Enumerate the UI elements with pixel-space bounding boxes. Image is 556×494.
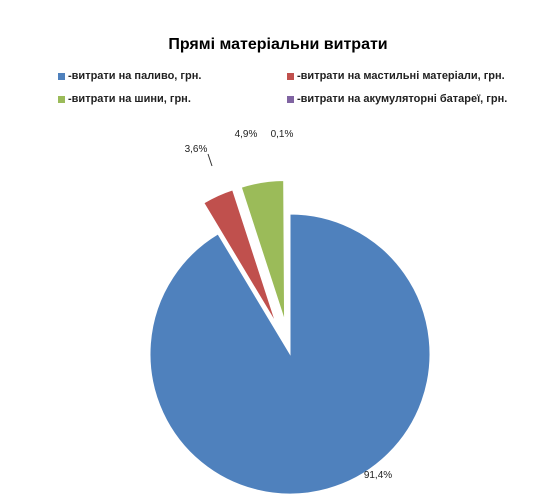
data-label-batteries: 0,1% xyxy=(271,129,294,140)
legend-label-lubricants: -витрати на мастильні матеріали, грн. xyxy=(297,70,505,82)
legend-item-lubricants: -витрати на мастильні матеріали, грн. xyxy=(287,70,505,82)
legend-item-batteries: -витрати на акумуляторні батареї, грн. xyxy=(287,93,507,105)
legend-swatch-tires xyxy=(58,95,65,103)
legend-label-batteries: -витрати на акумуляторні батареї, грн. xyxy=(297,93,508,105)
pie-slice-fuel xyxy=(149,213,431,494)
chart-title: Прямі матеріальни витрати xyxy=(168,36,388,53)
legend-swatch-lubricants xyxy=(287,72,294,80)
pie-slice-lubricants xyxy=(203,189,277,324)
legend-label-fuel: -витрати на паливо, грн. xyxy=(68,70,202,82)
data-label-tires: 4,9% xyxy=(235,129,258,140)
legend-swatch-batteries xyxy=(287,95,294,103)
pie-slice-batteries xyxy=(288,179,291,321)
legend-item-fuel: -витрати на паливо, грн. xyxy=(58,70,201,82)
leader-line-lubricants xyxy=(207,153,213,167)
legend-item-tires: -витрати на шини, грн. xyxy=(58,93,191,105)
data-label-lubricants: 3,6% xyxy=(185,144,208,155)
data-label-fuel: 91,4% xyxy=(364,470,392,481)
legend-swatch-fuel xyxy=(58,72,65,80)
pie-slice-tires xyxy=(240,179,286,321)
legend-label-tires: -витрати на шини, грн. xyxy=(68,93,191,105)
